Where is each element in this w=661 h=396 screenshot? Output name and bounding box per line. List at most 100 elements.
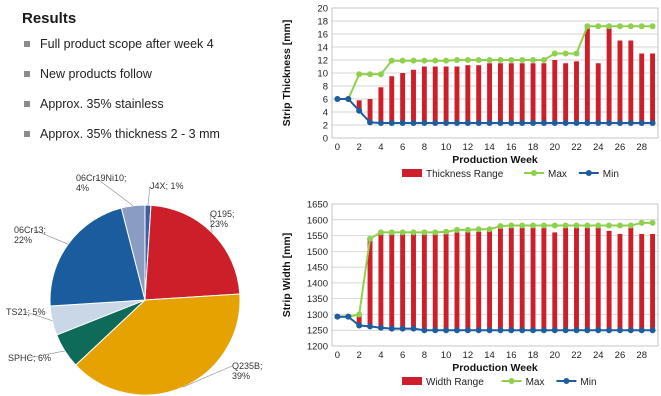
results-item: Approx. 35% thickness 2 - 3 mm — [22, 125, 272, 155]
range-bar — [530, 227, 536, 331]
range-bar — [476, 231, 482, 331]
x-tick-label: 22 — [571, 350, 582, 361]
range-bar — [552, 232, 558, 331]
series-point — [627, 120, 634, 127]
series-point — [595, 23, 602, 30]
range-bar — [519, 63, 525, 124]
x-tick-label: 14 — [484, 142, 495, 153]
series-point — [399, 229, 406, 236]
results-item: New products follow — [22, 65, 272, 95]
range-bar — [519, 227, 525, 331]
range-bar — [650, 233, 656, 331]
series-point — [584, 23, 591, 30]
x-tick-label: 10 — [441, 350, 452, 361]
pie-leader-line — [25, 311, 53, 321]
series-point — [410, 120, 417, 127]
x-tick-label: 0 — [335, 350, 340, 361]
range-bar — [508, 63, 514, 124]
series-point — [530, 327, 537, 334]
pie-leader-line — [209, 213, 213, 233]
series-point — [606, 120, 613, 127]
x-tick-label: 18 — [528, 350, 539, 361]
legend-label: Width Range — [426, 377, 484, 388]
pie-slice-label: 06Cr13; 22% — [14, 225, 46, 245]
series-point — [584, 120, 591, 127]
pie-leader-line — [27, 350, 65, 359]
bullet-square-icon — [24, 41, 30, 47]
range-bar — [356, 314, 362, 326]
range-bar — [628, 40, 634, 124]
range-bar — [454, 66, 460, 124]
series-point — [519, 57, 526, 63]
pie-slice — [49, 207, 146, 307]
series-point — [519, 222, 526, 229]
series-point — [399, 120, 406, 127]
results-panel: Results Full product scope after week 4 … — [22, 10, 272, 155]
y-tick-label: 10 — [317, 69, 328, 80]
pie-leader-line — [33, 229, 69, 245]
series-point — [464, 327, 471, 334]
range-bar — [595, 63, 601, 124]
series-point — [551, 222, 558, 229]
pie-slice-label: 06Cr19Ni10; 4% — [76, 173, 127, 193]
series-point — [551, 327, 558, 334]
range-bar — [411, 233, 416, 329]
series-point — [606, 327, 613, 334]
series-point — [432, 120, 439, 127]
range-bar — [606, 27, 612, 124]
range-bar — [574, 61, 579, 124]
y-tick-label: 14 — [317, 43, 328, 54]
series-point — [421, 57, 428, 64]
range-bar — [563, 63, 569, 124]
series-point — [345, 96, 352, 102]
y-tick-label: 1200 — [307, 342, 328, 353]
series-point — [616, 23, 623, 30]
series-point — [627, 222, 634, 229]
series-point — [562, 120, 569, 127]
series-point — [453, 327, 460, 334]
series-point — [595, 327, 602, 334]
x-tick-label: 12 — [463, 142, 474, 153]
range-bar — [400, 233, 406, 329]
y-tick-label: 8 — [323, 82, 328, 93]
series-point — [475, 226, 482, 233]
x-tick-label: 28 — [636, 142, 647, 153]
x-tick-label: 8 — [422, 350, 427, 361]
legend-swatch-marker — [531, 170, 537, 176]
results-item-text: Approx. 35% thickness 2 - 3 mm — [40, 127, 220, 141]
range-bar — [639, 233, 645, 331]
y-tick-label: 0 — [323, 134, 328, 145]
series-point — [497, 57, 504, 63]
x-tick-label: 2 — [357, 350, 362, 361]
y-tick-label: 4 — [323, 108, 328, 119]
x-tick-label: 22 — [571, 142, 582, 153]
legend-label: Thickness Range — [426, 169, 504, 180]
series-point — [616, 327, 623, 334]
results-item-text: New products follow — [40, 67, 152, 81]
material-pie-chart: J4X; 1% Q195; 23% Q235B; 39% SPHC; 6% TS21; 5%… — [6, 173, 263, 396]
pie-slice — [144, 204, 241, 301]
series-point — [616, 120, 623, 127]
series-point — [421, 229, 428, 236]
pie-leader-line — [147, 185, 151, 206]
series-point — [475, 120, 482, 127]
series-point — [638, 327, 645, 334]
series-point — [453, 120, 460, 127]
range-bar — [465, 65, 471, 124]
x-tick-label: 14 — [484, 350, 495, 361]
series-point — [475, 57, 482, 63]
series-point — [345, 313, 352, 320]
x-tick-label: 18 — [528, 142, 539, 153]
legend-swatch — [402, 377, 422, 385]
series-point — [453, 226, 460, 233]
range-bar — [639, 53, 645, 124]
series-point — [573, 50, 580, 57]
series-point — [508, 57, 515, 63]
y-tick-label: 1650 — [307, 200, 328, 211]
x-tick-label: 16 — [506, 142, 517, 153]
series-point — [649, 23, 656, 30]
series-point — [388, 57, 395, 64]
range-bar — [465, 231, 471, 331]
legend-label: Min — [603, 169, 619, 180]
series-point — [486, 327, 493, 334]
